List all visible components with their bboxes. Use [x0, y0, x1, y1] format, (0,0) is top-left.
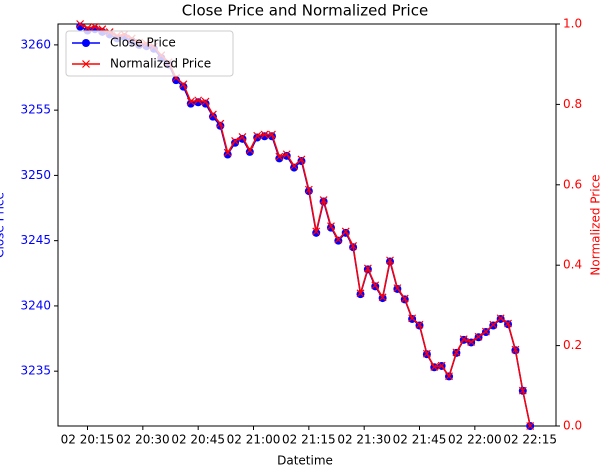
point — [223, 148, 232, 157]
point — [481, 327, 490, 336]
point — [208, 112, 217, 121]
y2-tick-label: 0.4 — [563, 258, 582, 272]
series-line — [79, 25, 531, 427]
point — [312, 227, 321, 236]
point — [209, 110, 217, 119]
point — [216, 119, 225, 128]
y-tick-label: 3240 — [20, 298, 51, 312]
point — [518, 386, 527, 395]
point — [422, 349, 431, 358]
point — [415, 320, 424, 329]
point — [90, 22, 99, 31]
point — [526, 422, 535, 430]
point — [231, 137, 239, 145]
point — [76, 20, 85, 28]
y-tick-label: 3250 — [20, 168, 51, 182]
point — [297, 155, 306, 164]
y2-tick-label: 0.6 — [563, 177, 582, 191]
point — [290, 161, 299, 170]
point — [400, 294, 409, 303]
point — [349, 241, 358, 250]
plot-frame — [57, 23, 557, 427]
legend-label: Normalized Price — [110, 57, 211, 71]
point — [245, 147, 254, 156]
point — [430, 362, 439, 371]
point — [201, 97, 210, 106]
point — [334, 235, 343, 244]
x-tick-label: 02 22:00 — [448, 433, 502, 447]
y-axis-label: Close Price — [0, 192, 7, 258]
x-tick-label: 02 20:15 — [61, 433, 115, 447]
point — [304, 185, 313, 194]
x-tick-label: 02 22:15 — [503, 433, 557, 447]
point — [511, 345, 520, 354]
legend: Close Price Normalized Price — [65, 30, 234, 77]
y-tick-label: 3255 — [20, 103, 51, 117]
x-tick-label: 02 21:15 — [282, 433, 336, 447]
point — [282, 150, 291, 159]
point — [496, 314, 505, 323]
point — [179, 80, 188, 89]
series-line — [79, 23, 531, 427]
y-tick-label: 3260 — [20, 37, 51, 51]
point — [290, 163, 299, 172]
y2-tick-label: 1.0 — [563, 17, 582, 31]
point — [275, 152, 284, 161]
x-tick-label: 02 21:30 — [337, 433, 391, 447]
legend-box — [65, 30, 234, 77]
point — [223, 150, 232, 159]
x-tick-label: 02 20:45 — [171, 433, 225, 447]
point — [172, 76, 181, 85]
point — [334, 236, 343, 245]
point — [467, 338, 476, 346]
point — [452, 348, 461, 357]
y2-tick-label: 0.8 — [563, 97, 582, 111]
legend-label: Close Price — [110, 36, 176, 50]
y2-tick-label: 0.0 — [563, 419, 582, 433]
point — [83, 24, 92, 32]
point — [356, 289, 365, 298]
point — [393, 284, 402, 293]
point — [245, 146, 254, 155]
point — [194, 96, 203, 105]
point — [504, 319, 512, 328]
point — [260, 132, 269, 141]
x-axis-label: Datetime — [277, 454, 333, 468]
y-tick-label: 3235 — [20, 364, 51, 378]
point — [82, 39, 90, 47]
point — [260, 130, 269, 139]
series — [76, 22, 535, 430]
x-tick-label: 02 20:30 — [116, 433, 170, 447]
point — [319, 196, 328, 205]
point — [327, 222, 335, 231]
point — [408, 314, 417, 323]
x-tick-label: 02 21:45 — [393, 433, 447, 447]
point — [474, 332, 483, 341]
point — [341, 227, 350, 236]
point — [363, 264, 372, 273]
point — [437, 361, 446, 370]
y-tick-label: 3245 — [20, 233, 51, 247]
point — [371, 281, 380, 290]
y2-tick-label: 0.2 — [563, 338, 582, 352]
x-tick-label: 02 21:00 — [227, 433, 281, 447]
point — [386, 256, 394, 265]
point — [459, 335, 468, 344]
point — [489, 320, 498, 329]
y2-axis-label: Normalized Price — [589, 174, 603, 275]
point — [378, 293, 387, 302]
point — [194, 98, 203, 107]
point — [238, 133, 247, 141]
point — [82, 60, 90, 68]
point — [253, 131, 262, 140]
series — [76, 20, 535, 430]
point — [268, 130, 276, 139]
point — [186, 97, 195, 106]
chart-title: Close Price and Normalized Price — [182, 2, 428, 20]
point — [312, 228, 321, 237]
point — [445, 372, 453, 381]
